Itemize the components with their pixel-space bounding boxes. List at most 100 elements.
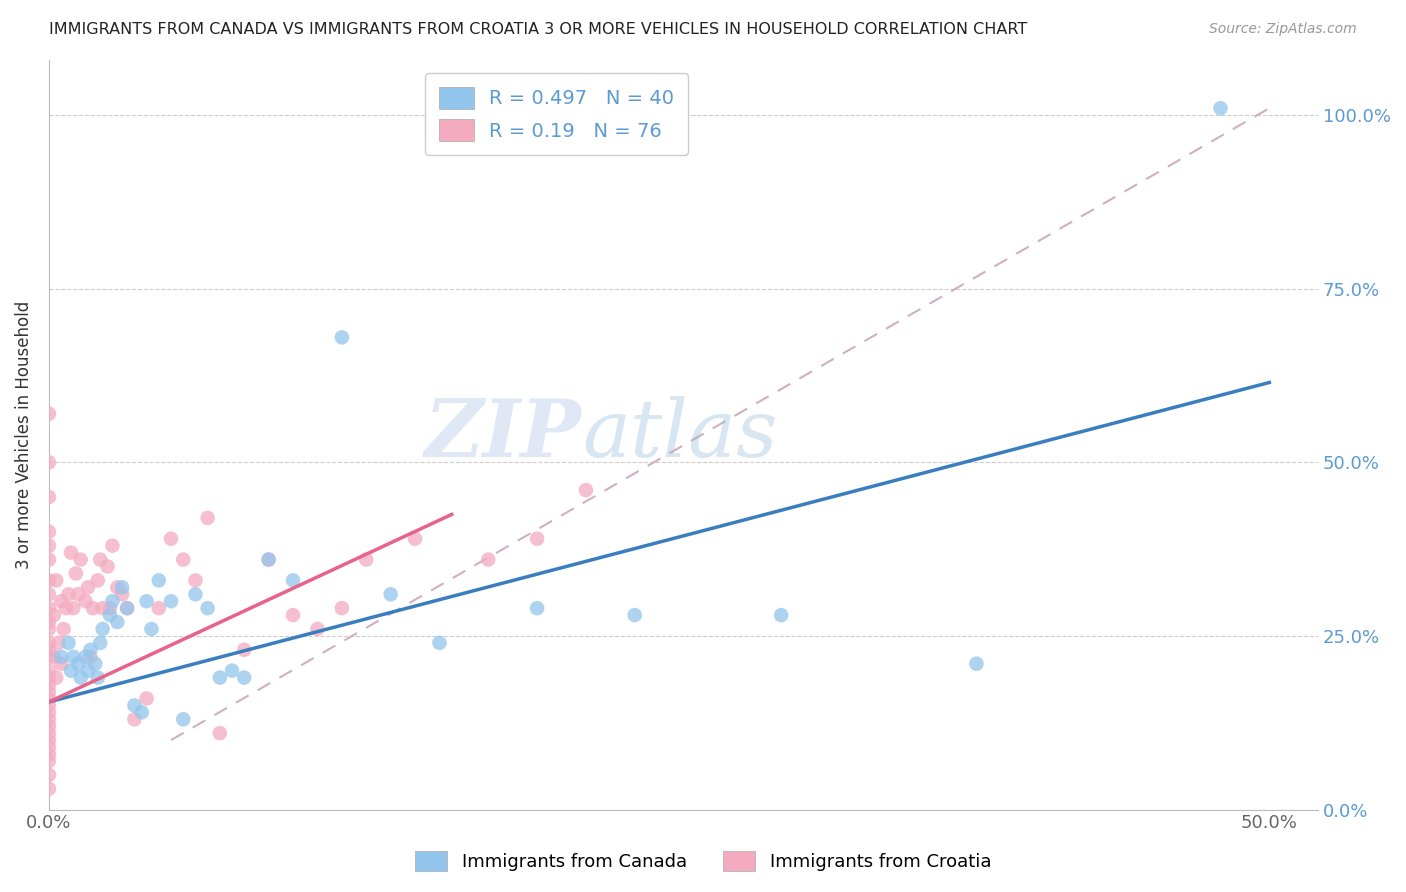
- Point: [38, 733, 60, 747]
- Point: [42, 608, 65, 623]
- Point: [105, 615, 128, 629]
- Point: [62, 601, 84, 615]
- Point: [257, 552, 280, 566]
- Point: [38, 587, 60, 601]
- Point: [477, 552, 499, 566]
- Point: [38, 781, 60, 796]
- Point: [404, 532, 426, 546]
- Point: [307, 622, 329, 636]
- Point: [124, 712, 146, 726]
- Point: [91, 622, 114, 636]
- Point: [96, 559, 118, 574]
- Point: [526, 601, 548, 615]
- Point: [101, 594, 124, 608]
- Point: [42, 649, 65, 664]
- Point: [135, 594, 157, 608]
- Point: [356, 552, 378, 566]
- Point: [105, 580, 128, 594]
- Point: [330, 330, 353, 344]
- Point: [115, 601, 138, 615]
- Point: [38, 524, 60, 539]
- Text: IMMIGRANTS FROM CANADA VS IMMIGRANTS FROM CROATIA 3 OR MORE VEHICLES IN HOUSEHOL: IMMIGRANTS FROM CANADA VS IMMIGRANTS FRO…: [49, 22, 1028, 37]
- Point: [38, 726, 60, 740]
- Point: [38, 455, 60, 469]
- Point: [98, 608, 121, 623]
- Point: [45, 574, 67, 588]
- Point: [148, 601, 170, 615]
- Point: [75, 594, 97, 608]
- Point: [101, 539, 124, 553]
- Point: [38, 615, 60, 629]
- Point: [38, 574, 60, 588]
- Point: [38, 601, 60, 615]
- Point: [38, 664, 60, 678]
- Point: [38, 552, 60, 566]
- Point: [429, 636, 451, 650]
- Point: [59, 546, 82, 560]
- Point: [67, 587, 90, 601]
- Point: [221, 664, 243, 678]
- Point: [141, 622, 163, 636]
- Point: [38, 684, 60, 698]
- Point: [172, 552, 194, 566]
- Point: [89, 552, 111, 566]
- Point: [184, 574, 207, 588]
- Point: [575, 483, 598, 497]
- Point: [79, 643, 101, 657]
- Point: [281, 608, 304, 623]
- Point: [45, 671, 67, 685]
- Point: [526, 532, 548, 546]
- Point: [38, 622, 60, 636]
- Point: [87, 574, 110, 588]
- Point: [87, 671, 110, 685]
- Point: [51, 594, 73, 608]
- Point: [98, 601, 121, 615]
- Text: ZIP: ZIP: [425, 396, 582, 474]
- Point: [48, 636, 70, 650]
- Point: [38, 754, 60, 768]
- Point: [38, 747, 60, 761]
- Point: [52, 622, 75, 636]
- Point: [208, 671, 231, 685]
- Legend: Immigrants from Canada, Immigrants from Croatia: Immigrants from Canada, Immigrants from …: [408, 844, 998, 879]
- Point: [197, 511, 219, 525]
- Point: [69, 552, 91, 566]
- Text: atlas: atlas: [582, 396, 778, 474]
- Point: [38, 739, 60, 754]
- Point: [38, 698, 60, 713]
- Point: [91, 601, 114, 615]
- Point: [58, 636, 80, 650]
- Point: [38, 768, 60, 782]
- Point: [184, 587, 207, 601]
- Point: [38, 407, 60, 421]
- Y-axis label: 3 or more Vehicles in Household: 3 or more Vehicles in Household: [15, 301, 32, 569]
- Point: [281, 574, 304, 588]
- Point: [55, 601, 77, 615]
- Point: [69, 671, 91, 685]
- Point: [135, 691, 157, 706]
- Point: [965, 657, 987, 671]
- Point: [233, 671, 256, 685]
- Point: [330, 601, 353, 615]
- Point: [148, 574, 170, 588]
- Point: [38, 677, 60, 691]
- Point: [38, 706, 60, 720]
- Point: [62, 649, 84, 664]
- Point: [623, 608, 645, 623]
- Point: [82, 601, 104, 615]
- Point: [111, 587, 134, 601]
- Point: [124, 698, 146, 713]
- Point: [38, 691, 60, 706]
- Point: [51, 657, 73, 671]
- Point: [38, 643, 60, 657]
- Point: [38, 712, 60, 726]
- Point: [38, 539, 60, 553]
- Point: [59, 664, 82, 678]
- Point: [75, 649, 97, 664]
- Point: [65, 566, 87, 581]
- Point: [131, 706, 153, 720]
- Point: [172, 712, 194, 726]
- Point: [79, 649, 101, 664]
- Point: [257, 552, 280, 566]
- Point: [38, 719, 60, 733]
